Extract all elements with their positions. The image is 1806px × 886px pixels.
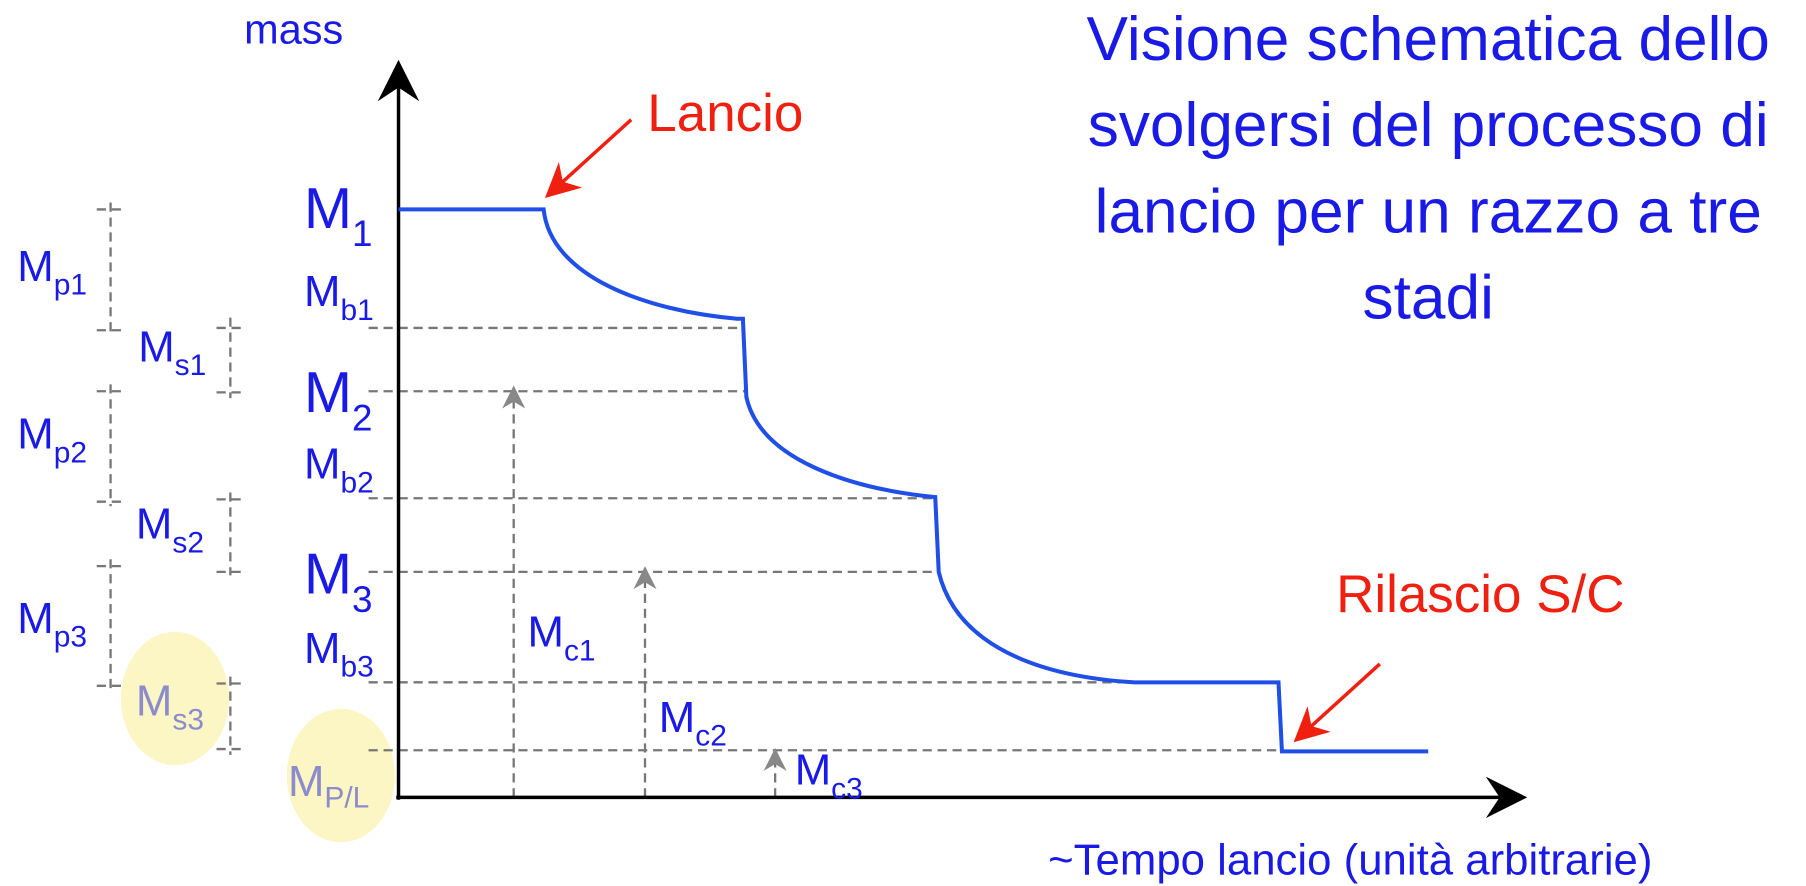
title-line: lancio per un razzo a tre	[1095, 177, 1762, 246]
axis-label: ~Tempo lancio (unità arbitrarie)	[1048, 836, 1652, 885]
label: Mc3	[795, 746, 863, 806]
mass-curve	[398, 207, 1429, 754]
title-line: Visione schematica dello	[1087, 5, 1770, 74]
highlight	[120, 631, 230, 766]
mass-labels: M1 Mb1 M2 Mb2 M3 Mb3 MP/L	[288, 177, 374, 815]
label: Mb1	[304, 267, 374, 327]
label: Ms3	[136, 677, 204, 737]
label: M1	[304, 177, 372, 254]
label: Mp1	[17, 242, 87, 302]
title-line: svolgersi del processo di	[1088, 91, 1769, 160]
label: Ms2	[136, 500, 204, 560]
label: M3	[304, 543, 372, 620]
title-line: stadi	[1363, 264, 1494, 333]
label: Mp3	[17, 594, 87, 654]
highlight	[286, 708, 396, 843]
label: Mc1	[528, 608, 596, 668]
label: Mc2	[659, 693, 727, 753]
axis-label: mass	[244, 6, 343, 53]
cumulative-labels: Mc1 Mc2 Mc3	[528, 608, 863, 806]
label: M2	[304, 361, 372, 438]
label: Mb2	[304, 440, 374, 500]
arrow	[544, 118, 633, 198]
title: Visione schematica dello svolgersi del p…	[1087, 5, 1770, 333]
guide-lines	[368, 326, 1281, 798]
arrow	[1293, 662, 1382, 743]
brackets	[96, 202, 245, 755]
label: Ms1	[138, 322, 206, 382]
label: Mb3	[304, 624, 374, 684]
label: Mp2	[17, 410, 87, 470]
annotation: Rilascio S/C	[1336, 565, 1624, 624]
annotation: Lancio	[647, 84, 803, 143]
bracket-labels: Mp1 Ms1 Mp2 Ms2 Mp3 Ms3	[17, 242, 206, 737]
label: MP/L	[288, 757, 369, 814]
